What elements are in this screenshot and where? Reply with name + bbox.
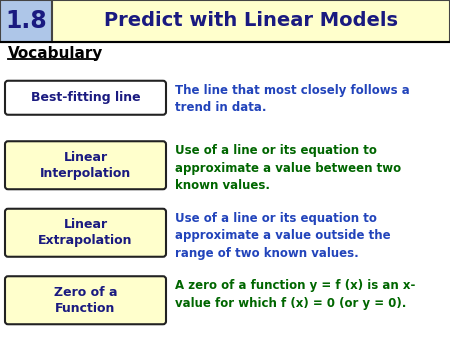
- FancyBboxPatch shape: [5, 81, 166, 115]
- FancyBboxPatch shape: [5, 276, 166, 324]
- Text: The line that most closely follows a
trend in data.: The line that most closely follows a tre…: [175, 84, 410, 114]
- Text: 1.8: 1.8: [5, 9, 47, 33]
- Text: Zero of a
Function: Zero of a Function: [54, 286, 117, 315]
- Text: A zero of a function y = f (x) is an x-
value for which f (x) = 0 (or y = 0).: A zero of a function y = f (x) is an x- …: [175, 279, 415, 310]
- Text: Use of a line or its equation to
approximate a value between two
known values.: Use of a line or its equation to approxi…: [175, 144, 401, 192]
- Text: Predict with Linear Models: Predict with Linear Models: [104, 11, 398, 30]
- Bar: [0, 0, 450, 42]
- Text: Linear
Interpolation: Linear Interpolation: [40, 151, 131, 180]
- Text: Use of a line or its equation to
approximate a value outside the
range of two kn: Use of a line or its equation to approxi…: [175, 212, 391, 260]
- FancyBboxPatch shape: [5, 209, 166, 257]
- Bar: [0, 0, 52, 42]
- FancyBboxPatch shape: [5, 141, 166, 189]
- Bar: [52, 0, 450, 42]
- Text: Best-fitting line: Best-fitting line: [31, 91, 140, 104]
- Text: Vocabulary: Vocabulary: [8, 46, 104, 61]
- Text: Linear
Extrapolation: Linear Extrapolation: [38, 218, 133, 247]
